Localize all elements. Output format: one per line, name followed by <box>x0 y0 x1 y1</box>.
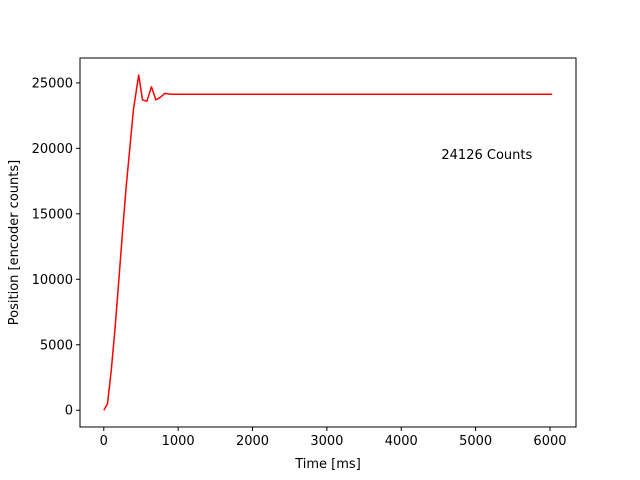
x-axis: 0 1000 2000 3000 4000 5000 6000 <box>100 427 567 449</box>
series-line-0 <box>103 74 553 411</box>
x-tick-label: 3000 <box>310 434 343 449</box>
y-tick-label: 25000 <box>32 76 73 91</box>
y-tick-label: 0 <box>65 404 73 419</box>
y-tick-label: 5000 <box>40 338 73 353</box>
x-axis-label: Time [ms] <box>294 457 361 472</box>
plot-frame <box>79 57 577 428</box>
x-tick-label: 2000 <box>236 434 269 449</box>
y-axis: 0 5000 10000 15000 20000 25000 <box>32 76 80 419</box>
y-tick-label: 15000 <box>32 207 73 222</box>
x-tick-label: 6000 <box>533 434 566 449</box>
series-layer <box>103 74 553 411</box>
y-tick-label: 10000 <box>32 273 73 288</box>
y-axis-label: Position [encoder counts] <box>7 160 22 325</box>
x-tick-label: 5000 <box>459 434 492 449</box>
plot-area <box>80 58 576 427</box>
annotation-text: 24126 Counts <box>441 148 532 163</box>
x-tick-label: 1000 <box>162 434 195 449</box>
y-tick-label: 20000 <box>32 142 73 157</box>
x-tick-label: 0 <box>100 434 108 449</box>
annotation-layer: 24126 Counts <box>441 148 532 163</box>
x-tick-label: 4000 <box>385 434 418 449</box>
